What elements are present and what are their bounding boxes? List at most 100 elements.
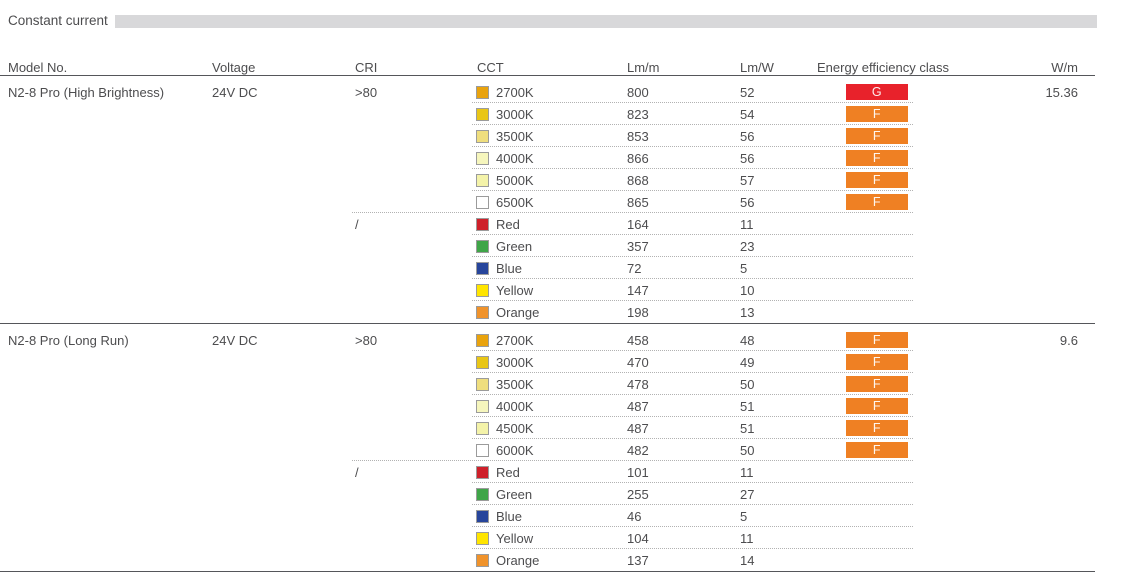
lm-per-m-cell: 357 bbox=[627, 238, 649, 254]
lm-per-w-cell: 50 bbox=[740, 442, 755, 458]
cct-cell: 2700K bbox=[470, 333, 620, 348]
model-cell: N2-8 Pro (Long Run) bbox=[8, 332, 129, 348]
energy-class-cell: F bbox=[810, 420, 995, 436]
lm-per-w-cell: 48 bbox=[740, 332, 755, 348]
row-divider bbox=[472, 190, 913, 191]
table-row: 3000K 470 49 F bbox=[0, 350, 1127, 373]
lm-per-w-cell: 51 bbox=[740, 420, 755, 436]
energy-class-cell: F bbox=[810, 442, 995, 458]
lm-per-w-cell: 11 bbox=[740, 464, 754, 480]
cct-label: Green bbox=[496, 486, 533, 502]
lm-per-w-cell: 5 bbox=[740, 508, 748, 524]
cct-label: Blue bbox=[496, 260, 523, 276]
color-swatch-icon bbox=[476, 283, 489, 297]
cct-label: 3000K bbox=[496, 354, 534, 370]
energy-class-badge: F bbox=[846, 332, 908, 348]
color-swatch-icon bbox=[476, 239, 489, 253]
lm-per-m-cell: 478 bbox=[627, 376, 649, 392]
cri-cell: >80 bbox=[355, 84, 378, 100]
table-row: 4500K 487 51 F bbox=[0, 416, 1127, 439]
table-row: Orange 137 14 bbox=[0, 548, 1127, 571]
model-section: N2-8 Pro (Long Run) 24V DC >80 2700K 458 48 F 9… bbox=[0, 324, 1127, 571]
row-divider bbox=[472, 124, 913, 125]
energy-class-cell: F bbox=[810, 106, 995, 122]
row-divider bbox=[472, 394, 913, 395]
lm-per-w-cell: 54 bbox=[740, 106, 755, 122]
color-swatch-icon bbox=[476, 85, 489, 99]
energy-class-badge: F bbox=[846, 420, 908, 436]
color-swatch-icon bbox=[476, 531, 489, 545]
color-swatch-icon bbox=[476, 509, 489, 523]
spec-table: Model No. Voltage CRI CCT Lm/m Lm/W Ener… bbox=[0, 56, 1127, 572]
row-divider bbox=[472, 234, 913, 235]
cct-cell: 2700K bbox=[470, 85, 620, 100]
energy-class-cell: G bbox=[810, 84, 995, 100]
color-swatch-icon bbox=[476, 195, 489, 209]
lm-per-w-cell: 5 bbox=[740, 260, 748, 276]
lm-per-m-cell: 147 bbox=[627, 282, 649, 298]
cct-cell: 4500K bbox=[470, 421, 620, 436]
cct-label: 2700K bbox=[496, 332, 534, 348]
row-divider bbox=[472, 146, 913, 147]
cct-label: Red bbox=[496, 464, 520, 480]
lm-per-m-cell: 487 bbox=[627, 420, 649, 436]
energy-class-badge: F bbox=[846, 128, 908, 144]
color-swatch-icon bbox=[476, 261, 489, 275]
cct-label: 3000K bbox=[496, 106, 534, 122]
cct-cell: 3500K bbox=[470, 129, 620, 144]
lm-per-w-cell: 50 bbox=[740, 376, 755, 392]
color-swatch-icon bbox=[476, 333, 489, 347]
lm-per-m-cell: 101 bbox=[627, 464, 649, 480]
color-swatch-icon bbox=[476, 443, 489, 457]
lm-per-w-cell: 13 bbox=[740, 304, 755, 320]
cct-label: 5000K bbox=[496, 172, 534, 188]
color-swatch-icon bbox=[476, 487, 489, 501]
cct-label: Orange bbox=[496, 304, 540, 320]
cct-cell: 3500K bbox=[470, 377, 620, 392]
cct-cell: Red bbox=[470, 217, 620, 232]
lm-per-w-cell: 52 bbox=[740, 84, 755, 100]
cct-label: 4000K bbox=[496, 150, 534, 166]
lm-per-m-cell: 164 bbox=[627, 216, 649, 232]
color-swatch-icon bbox=[476, 399, 489, 413]
table-row: 4000K 866 56 F bbox=[0, 146, 1127, 169]
section-title: Constant current bbox=[8, 13, 108, 28]
cct-cell: Red bbox=[470, 465, 620, 480]
lm-per-m-cell: 458 bbox=[627, 332, 649, 348]
energy-class-cell: F bbox=[810, 172, 995, 188]
lm-per-w-cell: 27 bbox=[740, 486, 755, 502]
energy-class-badge: F bbox=[846, 194, 908, 210]
header-rule bbox=[0, 75, 1095, 76]
cct-cell: Yellow bbox=[470, 283, 620, 298]
model-cell: N2-8 Pro (High Brightness) bbox=[8, 84, 165, 100]
cct-label: Red bbox=[496, 216, 520, 232]
cct-label: Green bbox=[496, 238, 533, 254]
cct-cell: 4000K bbox=[470, 399, 620, 414]
energy-class-badge: F bbox=[846, 442, 908, 458]
cct-cell: Yellow bbox=[470, 531, 620, 546]
cct-cell: 4000K bbox=[470, 151, 620, 166]
color-swatch-icon bbox=[476, 217, 489, 231]
color-swatch-icon bbox=[476, 421, 489, 435]
energy-class-cell: F bbox=[810, 128, 995, 144]
color-swatch-icon bbox=[476, 355, 489, 369]
energy-class-cell: F bbox=[810, 332, 995, 348]
cri-cell: / bbox=[355, 464, 359, 480]
lm-per-m-cell: 823 bbox=[627, 106, 649, 122]
color-swatch-icon bbox=[476, 377, 489, 391]
row-divider bbox=[472, 548, 913, 549]
lm-per-m-cell: 104 bbox=[627, 530, 649, 546]
cct-cell: Green bbox=[470, 239, 620, 254]
header-energy-class: Energy efficiency class bbox=[817, 60, 949, 75]
table-row: Green 255 27 bbox=[0, 482, 1127, 505]
cri-cell: >80 bbox=[355, 332, 378, 348]
table-row: N2-8 Pro (High Brightness) 24V DC >80 2700K… bbox=[0, 81, 1127, 103]
color-swatch-icon bbox=[476, 107, 489, 121]
table-header: Model No. Voltage CRI CCT Lm/m Lm/W Ener… bbox=[0, 56, 1127, 75]
lm-per-w-cell: 56 bbox=[740, 128, 755, 144]
voltage-cell: 24V DC bbox=[212, 84, 258, 100]
cct-label: Yellow bbox=[496, 282, 534, 298]
lm-per-m-cell: 800 bbox=[627, 84, 649, 100]
color-swatch-icon bbox=[476, 129, 489, 143]
